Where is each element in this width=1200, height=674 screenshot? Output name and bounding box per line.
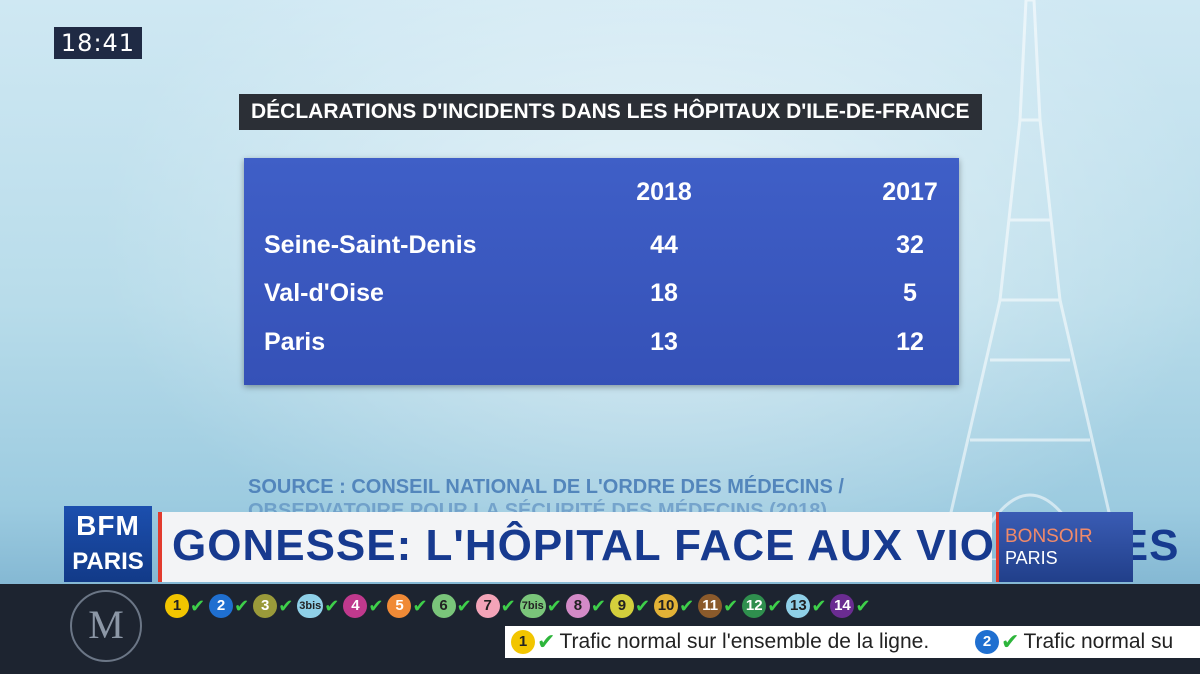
check-icon: ✔: [723, 595, 739, 617]
metro-line-badge: 13: [786, 594, 811, 618]
column-header-2018: 2018: [636, 178, 692, 206]
check-icon: ✔: [546, 595, 562, 617]
metro-line-badge: 11: [698, 594, 723, 618]
metro-line-badge: 8: [565, 594, 590, 618]
check-icon: ✔: [500, 595, 516, 617]
metro-line-item: 4 ✔: [343, 594, 383, 618]
table-cell: 5: [903, 279, 917, 307]
metro-line-item: 5 ✔: [387, 594, 428, 618]
metro-line-badge: 2: [209, 594, 234, 618]
metro-line-item: 10 ✔: [654, 594, 694, 618]
metro-line-badge: 1: [165, 594, 189, 618]
check-icon: ✔: [679, 595, 695, 617]
check-icon: ✔: [412, 595, 428, 617]
program-badge: BONSOIR PARIS: [996, 512, 1133, 582]
metro-line-badge: 7bis: [519, 594, 546, 618]
metro-line-item: 14 ✔: [830, 594, 871, 618]
metro-line-badge: 6: [431, 594, 456, 618]
metro-line-item: 13 ✔: [786, 594, 826, 618]
metro-line-item: 7 ✔: [475, 594, 516, 618]
table-cell: 44: [650, 231, 678, 259]
metro-line-badge: 10: [654, 594, 679, 618]
check-icon: ✔: [324, 595, 340, 617]
check-icon: ✔: [634, 595, 651, 617]
check-icon: ✔: [456, 595, 472, 617]
check-icon: ✔: [368, 595, 384, 617]
graphic-title: DÉCLARATIONS D'INCIDENTS DANS LES HÔPITA…: [239, 94, 982, 130]
column-header-2017: 2017: [882, 178, 938, 206]
check-icon: ✔: [537, 629, 556, 655]
logo-top: BFM: [76, 510, 140, 541]
metro-line-badge: 1: [511, 630, 535, 654]
metro-line-item: 7bis ✔: [519, 594, 562, 618]
table-cell: 32: [896, 231, 924, 259]
ticker-text: Trafic normal sur l'ensemble de la ligne…: [559, 630, 930, 653]
incident-table: 2018 2017 Seine-Saint-Denis 44 32 Val-d'…: [244, 158, 959, 385]
check-icon: ✔: [278, 595, 294, 617]
metro-line-badge: 4: [343, 594, 368, 618]
check-icon: ✔: [855, 595, 871, 617]
metro-line-badge: 14: [830, 594, 855, 618]
check-icon: ✔: [767, 595, 783, 617]
metro-line-item: 9 ✔: [609, 594, 651, 618]
row-label: Paris: [264, 328, 326, 356]
check-icon: ✔: [190, 595, 206, 617]
table-cell: 18: [650, 279, 678, 307]
metro-line-item: 6 ✔: [431, 594, 472, 618]
check-icon: ✔: [234, 595, 250, 617]
ticker-separator: [465, 626, 505, 658]
eiffel-tower-icon: [938, 0, 1122, 560]
row-label: Seine-Saint-Denis: [264, 231, 477, 259]
metro-line-badge: 5: [387, 594, 412, 618]
metro-line-badge: 12: [742, 594, 767, 618]
table-cell: 13: [650, 328, 678, 356]
metro-line-badge: 3bis: [297, 594, 324, 618]
row-label: Val-d'Oise: [264, 279, 384, 307]
clock: 18:41: [54, 27, 142, 59]
bfm-paris-logo: BFM PARIS: [64, 506, 152, 582]
traffic-ticker: 1 ✔ Trafic normal sur l'ensemble de la lig…: [505, 626, 1200, 658]
logo-bottom: PARIS: [72, 548, 144, 575]
metro-line-badge: 7: [475, 594, 500, 618]
metro-line-item: 3 ✔: [253, 594, 293, 618]
metro-line-item: 2 ✔: [209, 594, 249, 618]
table-cell: 12: [896, 328, 924, 356]
check-icon: ✔: [811, 595, 827, 617]
metro-logo-icon: M: [70, 590, 142, 662]
program-name-line2: PARIS: [1005, 548, 1058, 568]
check-icon: ✔: [590, 595, 606, 617]
metro-line-badge: 9: [609, 594, 634, 618]
metro-line-item: 12 ✔: [742, 594, 782, 618]
metro-line-item: 8 ✔: [565, 594, 606, 618]
check-icon: ✔: [1001, 629, 1020, 655]
ticker-item: 2 ✔ Trafic normal su: [975, 626, 1173, 658]
metro-line-badge: 3: [253, 594, 278, 618]
program-name-line1: BONSOIR: [1005, 526, 1093, 547]
source-line: SOURCE : CONSEIL NATIONAL DE L'ORDRE DES…: [248, 476, 844, 498]
metro-line-item: 3bis ✔: [297, 594, 339, 618]
metro-lines-status: 1 ✔ 2 ✔ 3 ✔ 3bis ✔ 4 ✔ 5 ✔ 6 ✔ 7 ✔ 7bis ✔ 8 ✔ 9 ✔ 10 ✔ 11 ✔ 12 ✔ 13 ✔…: [165, 592, 875, 620]
metro-line-item: 11 ✔: [698, 594, 738, 618]
headline-banner: GONESSE: L'HÔPITAL FACE AUX VIOLENCES: [158, 512, 1178, 582]
metro-line-item: 1 ✔: [165, 594, 205, 618]
ticker-item: 1 ✔ Trafic normal sur l'ensemble de la lig…: [511, 626, 929, 658]
ticker-text: Trafic normal su: [1023, 630, 1174, 653]
metro-line-badge: 2: [975, 630, 999, 654]
